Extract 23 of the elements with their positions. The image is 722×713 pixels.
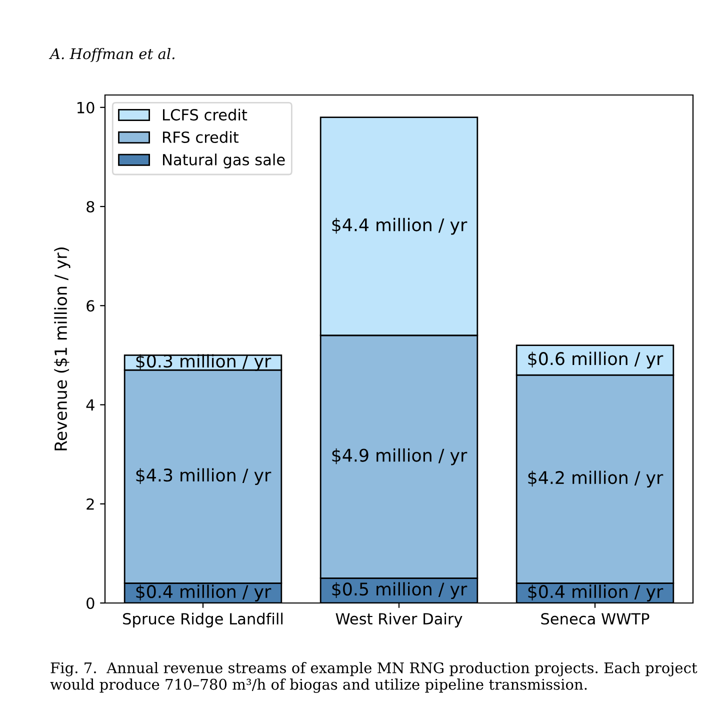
data-label: $4.2 million / yr (528, 470, 664, 488)
y-tick-label: 6 (86, 300, 94, 312)
y-tick-label: 0 (86, 597, 94, 610)
data-label: $0.4 million / yr (136, 584, 272, 602)
data-label: $0.6 million / yr (528, 352, 664, 369)
y-axis-title: Revenue ($1 million / yr) (54, 248, 70, 450)
y-tick-label: 4 (86, 399, 94, 411)
data-label: $4.3 million / yr (136, 468, 272, 486)
caption: Fig. 7. Annual revenue streams of example MN RNG production projects. Each project would produce 710–780 m³/h of biogas and utilize pipeline transmission. (50, 662, 698, 693)
y-tick-label: 10 (78, 102, 94, 114)
data-label: $4.9 million / yr (332, 448, 468, 466)
data-label: $0.4 million / yr (528, 584, 664, 602)
legend-label: LCFS credit (163, 108, 248, 121)
x-tick-label: Seneca WWTP (541, 612, 650, 625)
x-tick-label: West River Dairy (336, 612, 462, 628)
data-label: $0.5 million / yr (332, 582, 468, 600)
y-tick-label: 2 (86, 498, 94, 510)
y-tick-label: 8 (86, 200, 94, 213)
legend-label: Natural gas sale (163, 154, 285, 168)
legend-label: RFS credit (163, 131, 239, 143)
x-tick-label: Spruce Ridge Landfill (123, 612, 283, 628)
data-label: $4.4 million / yr (332, 218, 468, 235)
text: A. Hoffman et al. (48, 48, 174, 62)
